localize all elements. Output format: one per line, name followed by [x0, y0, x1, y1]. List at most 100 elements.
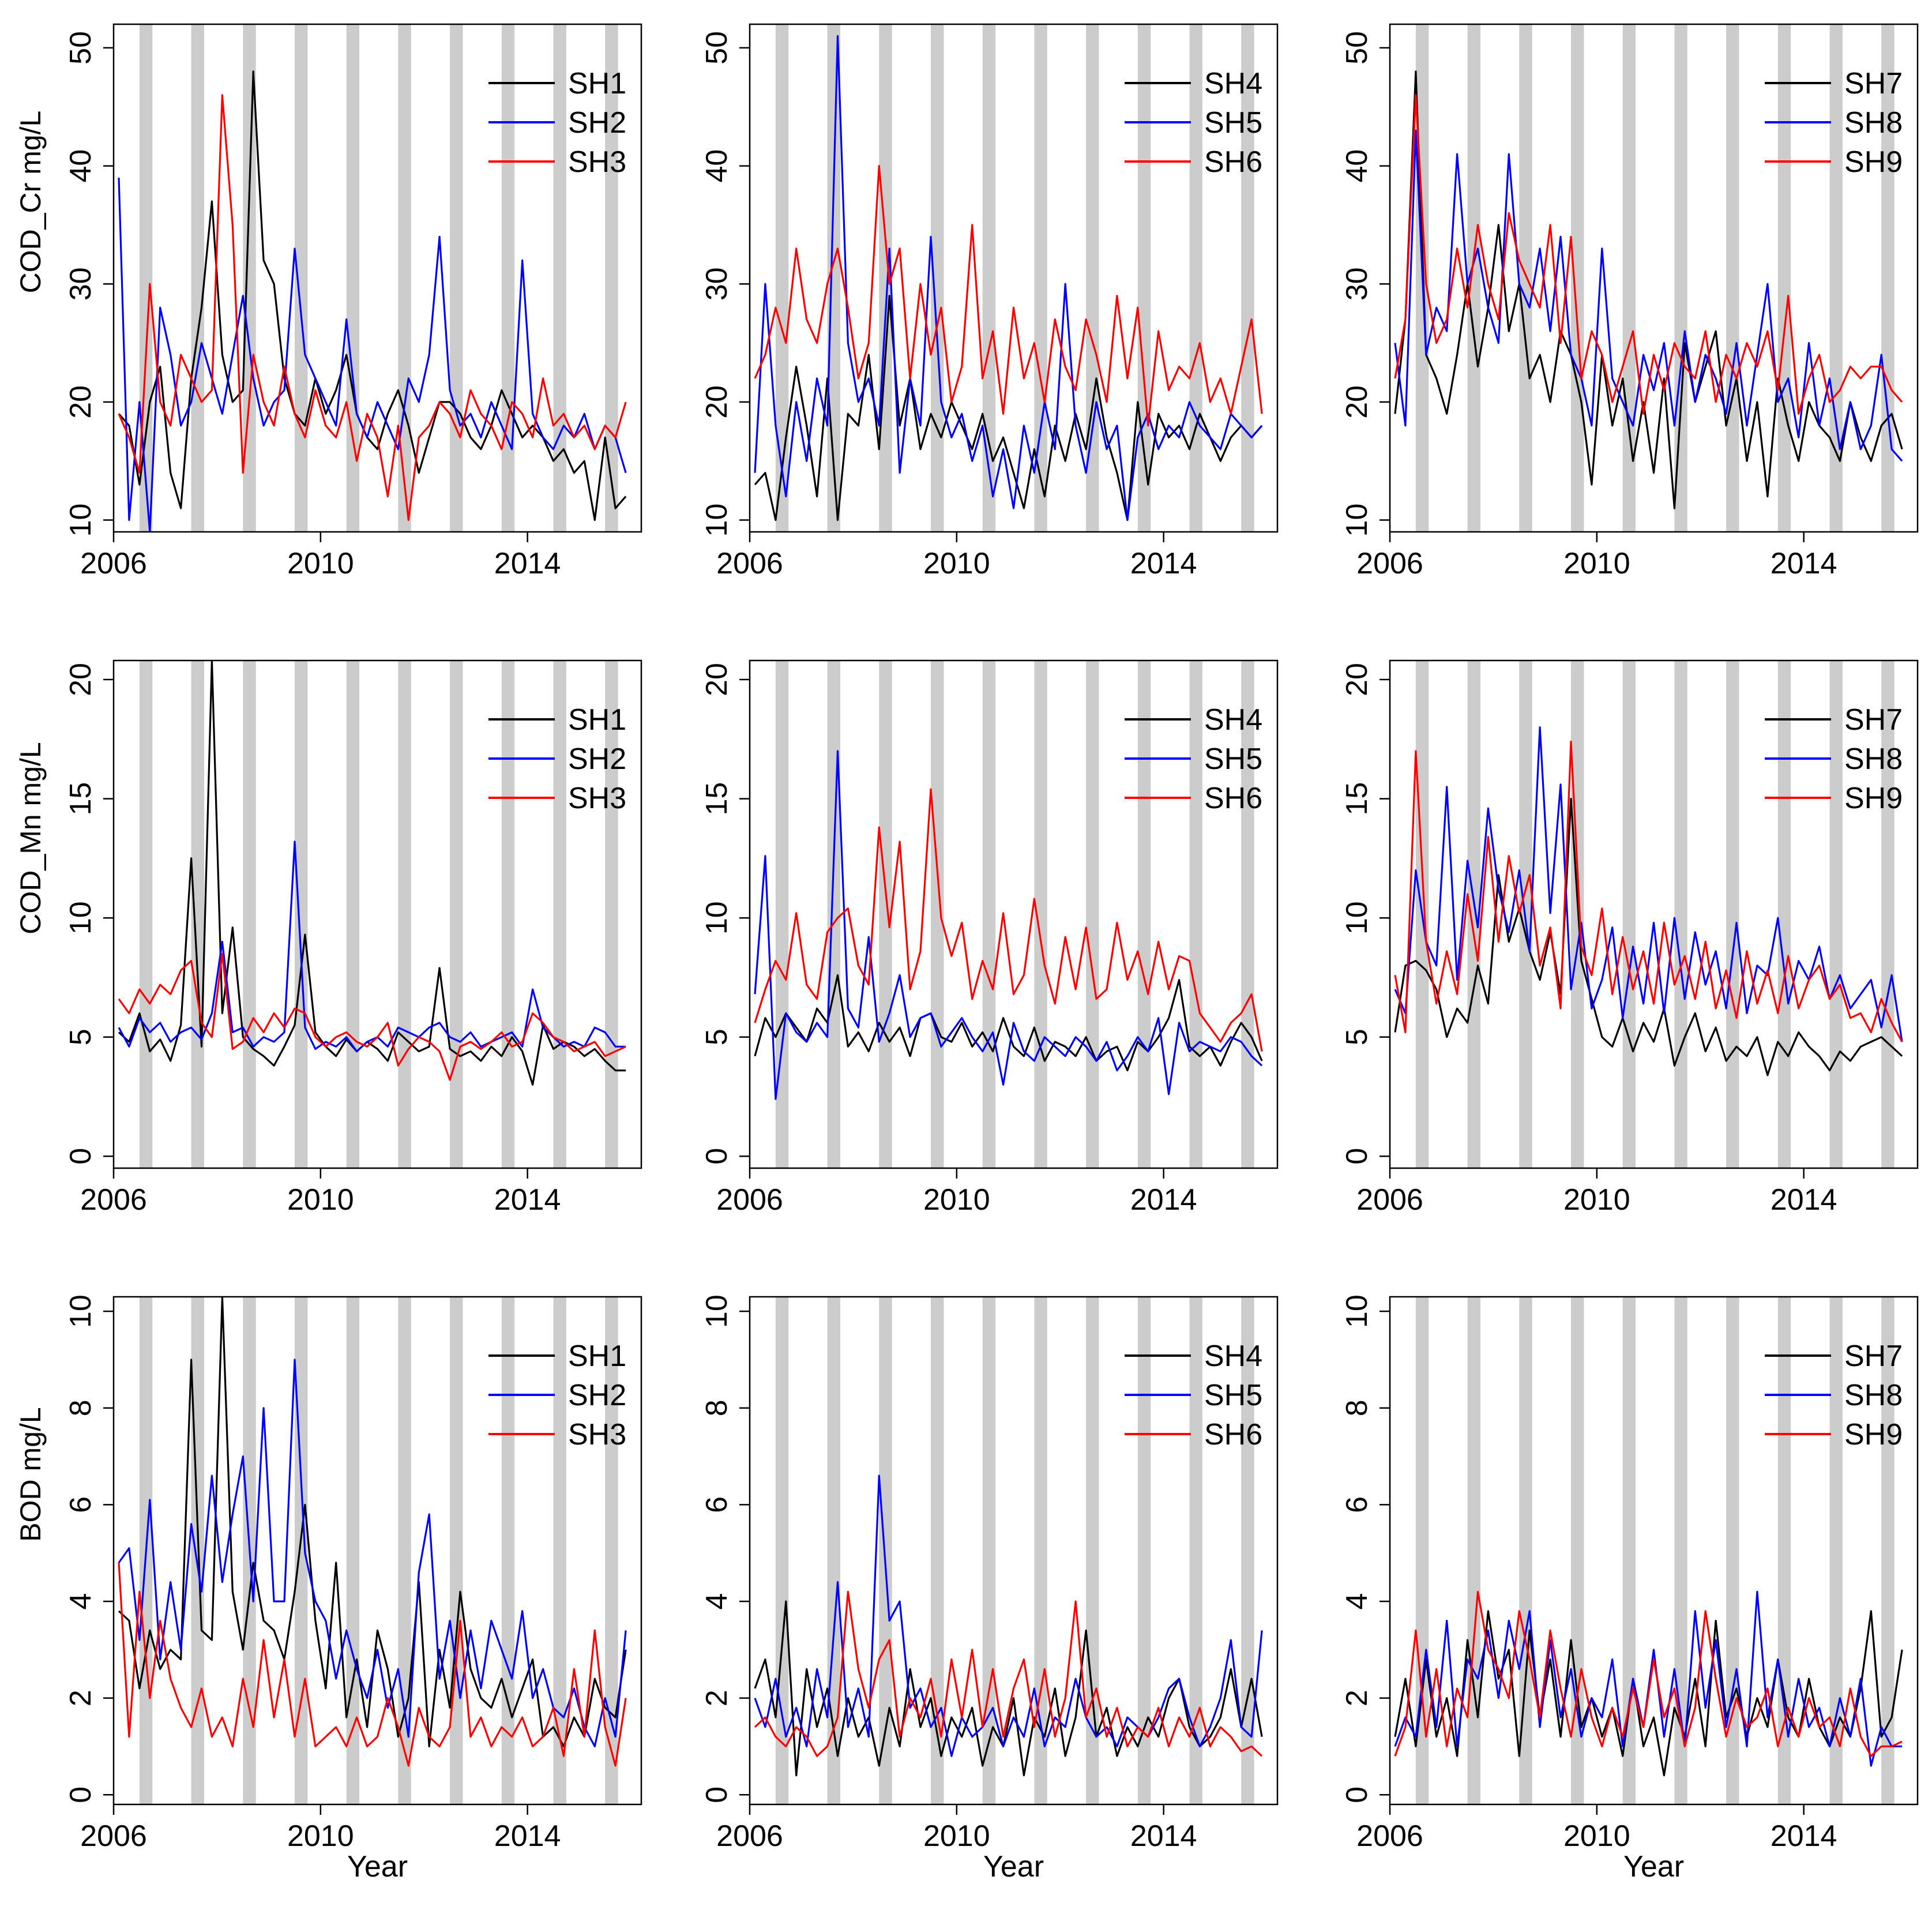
- shaded-band: [1622, 1297, 1636, 1804]
- series-line-sh3: [118, 94, 627, 521]
- y-tick-label: 50: [1340, 31, 1374, 65]
- y-tick-label: 4: [1340, 1593, 1374, 1610]
- shaded-band: [1519, 24, 1532, 532]
- series-line-sh3: [118, 1562, 627, 1767]
- shaded-band: [1622, 661, 1636, 1168]
- y-tick-label: 0: [1340, 1148, 1374, 1165]
- shaded-band: [1137, 1297, 1151, 1804]
- y-tick-label: 50: [64, 31, 97, 65]
- y-tick-label: 40: [64, 149, 97, 183]
- shaded-band: [827, 24, 840, 532]
- panel-r2c2: 2006 2010 2014 0 5 10 15 20 SH4 SH5 SH6: [700, 659, 1279, 1217]
- shaded-band: [1726, 661, 1739, 1168]
- panel-r3c3: 2006 2010 2014 0 2 4 6 8 10 Year SH7 SH8 SH9: [1340, 1294, 1919, 1883]
- y-tick-label: 15: [1340, 782, 1374, 816]
- x-axis-title: Year: [347, 1850, 408, 1883]
- shaded-band: [605, 24, 618, 532]
- y-tick-label: 8: [64, 1399, 97, 1416]
- y-tick-label: 40: [1340, 149, 1374, 183]
- x-tick-label: 2006: [716, 1819, 783, 1853]
- shaded-band: [553, 1297, 566, 1804]
- panel-r1c1: 2006 2010 2014 10 20 30 40 50 COD_Cr mg/L SH1 SH2 S…: [14, 23, 642, 580]
- legend-label-sh7: SH7: [1844, 67, 1903, 100]
- y-tick-label: 30: [700, 267, 734, 301]
- series-line-sh5: [754, 1474, 1263, 1757]
- shaded-band: [1034, 661, 1047, 1168]
- series-line-sh6: [754, 788, 1263, 1052]
- shaded-band: [775, 1297, 789, 1804]
- plot-frame: [1389, 659, 1919, 1169]
- shaded-band: [346, 1297, 360, 1804]
- shaded-band: [1467, 24, 1480, 532]
- plot-frame: [112, 1296, 642, 1806]
- shaded-band: [1241, 1297, 1254, 1804]
- y-tick-label: 50: [700, 31, 734, 65]
- shaded-band: [501, 661, 515, 1168]
- legend-label-sh8: SH8: [1844, 1379, 1903, 1412]
- y-tick-label: 10: [64, 504, 97, 537]
- legend-label-sh1: SH1: [568, 67, 626, 100]
- y-axis-title: COD_Mn mg/L: [14, 742, 47, 934]
- series-line-sh5: [754, 750, 1263, 1100]
- legend-label-sh2: SH2: [568, 106, 626, 140]
- x-tick-label: 2014: [1771, 1819, 1837, 1853]
- x-axis-title: Year: [983, 1850, 1044, 1883]
- series-line-sh4: [754, 295, 1263, 521]
- shaded-band: [1881, 661, 1895, 1168]
- series-line-sh2: [118, 177, 627, 532]
- shaded-band: [1415, 1297, 1429, 1804]
- panel-r1c3: 2006 2010 2014 10 20 30 40 50 SH7 SH8 SH9: [1340, 23, 1919, 580]
- y-tick-label: 5: [700, 1029, 734, 1045]
- y-tick-label: 10: [1340, 504, 1374, 537]
- shaded-band: [139, 661, 153, 1168]
- y-tick-label: 20: [64, 385, 97, 419]
- shaded-band: [1519, 1297, 1532, 1804]
- series-line-sh9: [1394, 1590, 1903, 1757]
- y-tick-label: 6: [700, 1496, 734, 1513]
- shaded-band: [1777, 661, 1791, 1168]
- series-line-sh4: [754, 974, 1263, 1072]
- shaded-band: [1086, 1297, 1099, 1804]
- legend-label-sh3: SH3: [568, 145, 626, 179]
- legend-label-sh6: SH6: [1204, 1418, 1262, 1451]
- shaded-band: [1726, 24, 1739, 532]
- shaded-band: [1189, 1297, 1202, 1804]
- legend-label-sh3: SH3: [568, 782, 626, 815]
- y-tick-label: 10: [700, 504, 734, 537]
- x-axis-title: Year: [1623, 1850, 1684, 1883]
- shaded-band: [605, 661, 618, 1168]
- shaded-band: [1674, 24, 1687, 532]
- y-tick-label: 2: [1340, 1690, 1374, 1706]
- legend-label-sh9: SH9: [1844, 1418, 1903, 1451]
- y-tick-label: 30: [1340, 267, 1374, 301]
- series-line-sh9: [1394, 740, 1903, 1042]
- x-tick-label: 2010: [1563, 1183, 1630, 1217]
- y-tick-label: 0: [64, 1787, 97, 1803]
- shaded-band: [1467, 661, 1480, 1168]
- legend-label-sh3: SH3: [568, 1418, 626, 1451]
- shaded-band: [1086, 661, 1099, 1168]
- x-tick-label: 2006: [1356, 1183, 1423, 1217]
- series-line-sh8: [1394, 726, 1903, 1042]
- shaded-band: [930, 661, 944, 1168]
- series-line-sh1: [118, 1297, 627, 1747]
- legend-label-sh5: SH5: [1204, 106, 1262, 140]
- x-tick-label: 2010: [287, 1183, 354, 1217]
- y-axis-title: COD_Cr mg/L: [14, 111, 47, 294]
- x-tick-label: 2014: [1130, 1819, 1197, 1853]
- legend-label-sh2: SH2: [568, 742, 626, 776]
- shaded-band: [982, 24, 996, 532]
- legend-label-sh5: SH5: [1204, 742, 1262, 776]
- shaded-band: [191, 661, 204, 1168]
- legend-label-sh2: SH2: [568, 1379, 626, 1412]
- y-tick-label: 6: [64, 1496, 97, 1513]
- panel-r2c3: 2006 2010 2014 0 5 10 15 20 SH7 SH8 SH9: [1340, 659, 1919, 1217]
- panel-r3c1: 2006 2010 2014 0 2 4 6 8 10 BOD mg/L Year SH1 SH2 SH3: [14, 1294, 642, 1883]
- legend-label-sh8: SH8: [1844, 742, 1903, 776]
- x-tick-label: 2006: [1356, 547, 1423, 580]
- y-tick-label: 6: [1340, 1496, 1374, 1513]
- y-tick-label: 20: [1340, 385, 1374, 419]
- series-line-sh7: [1394, 70, 1903, 509]
- y-tick-label: 10: [1340, 901, 1374, 935]
- shaded-band: [398, 24, 411, 532]
